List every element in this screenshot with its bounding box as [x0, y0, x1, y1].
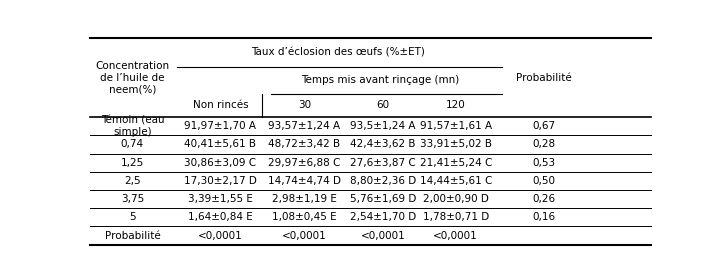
Text: 5: 5 [129, 212, 136, 222]
Text: <0,0001: <0,0001 [433, 231, 478, 241]
Text: 27,6±3,87 C: 27,6±3,87 C [350, 158, 416, 168]
Text: 0,28: 0,28 [533, 139, 556, 150]
Text: Probabilité: Probabilité [516, 73, 572, 83]
Text: 40,41±5,61 B: 40,41±5,61 B [184, 139, 257, 150]
Text: 48,72±3,42 B: 48,72±3,42 B [268, 139, 341, 150]
Text: 93,5±1,24 A: 93,5±1,24 A [350, 121, 416, 131]
Text: <0,0001: <0,0001 [361, 231, 405, 241]
Text: Concentration
de l’huile de
neem(%): Concentration de l’huile de neem(%) [95, 61, 169, 94]
Text: 1,08±0,45 E: 1,08±0,45 E [272, 212, 337, 222]
Text: 93,57±1,24 A: 93,57±1,24 A [268, 121, 341, 131]
Text: 29,97±6,88 C: 29,97±6,88 C [268, 158, 341, 168]
Text: 91,57±1,61 A: 91,57±1,61 A [419, 121, 492, 131]
Text: 3,39±1,55 E: 3,39±1,55 E [188, 194, 253, 204]
Text: <0,0001: <0,0001 [282, 231, 327, 241]
Text: 14,44±5,61 C: 14,44±5,61 C [419, 176, 492, 186]
Text: 0,16: 0,16 [533, 212, 556, 222]
Text: Témoin (eau
simple): Témoin (eau simple) [100, 116, 164, 137]
Text: 2,98±1,19 E: 2,98±1,19 E [272, 194, 337, 204]
Text: 1,64±0,84 E: 1,64±0,84 E [188, 212, 253, 222]
Text: Non rincés: Non rincés [192, 100, 248, 111]
Text: 30: 30 [298, 100, 311, 111]
Text: 120: 120 [446, 100, 466, 111]
Text: 0,53: 0,53 [533, 158, 556, 168]
Text: 21,41±5,24 C: 21,41±5,24 C [419, 158, 492, 168]
Text: 33,91±5,02 B: 33,91±5,02 B [420, 139, 492, 150]
Text: 42,4±3,62 B: 42,4±3,62 B [350, 139, 416, 150]
Text: 2,00±0,90 D: 2,00±0,90 D [423, 194, 489, 204]
Text: Probabilité: Probabilité [105, 231, 161, 241]
Text: 5,76±1,69 D: 5,76±1,69 D [350, 194, 416, 204]
Text: 2,54±1,70 D: 2,54±1,70 D [350, 212, 416, 222]
Text: 60: 60 [376, 100, 390, 111]
Text: 3,75: 3,75 [121, 194, 144, 204]
Text: 91,97±1,70 A: 91,97±1,70 A [184, 121, 257, 131]
Text: 17,30±2,17 D: 17,30±2,17 D [184, 176, 257, 186]
Text: 0,50: 0,50 [533, 176, 556, 186]
Text: 0,26: 0,26 [533, 194, 556, 204]
Text: 1,78±0,71 D: 1,78±0,71 D [422, 212, 489, 222]
Text: 8,80±2,36 D: 8,80±2,36 D [350, 176, 416, 186]
Text: <0,0001: <0,0001 [198, 231, 243, 241]
Text: 2,5: 2,5 [124, 176, 141, 186]
Text: 1,25: 1,25 [121, 158, 144, 168]
Text: 0,74: 0,74 [121, 139, 144, 150]
Text: 30,86±3,09 C: 30,86±3,09 C [184, 158, 257, 168]
Text: Taux d’éclosion des œufs (%±ET): Taux d’éclosion des œufs (%±ET) [251, 48, 425, 57]
Text: Temps mis avant rinçage (mn): Temps mis avant rinçage (mn) [301, 75, 459, 85]
Text: 14,74±4,74 D: 14,74±4,74 D [268, 176, 341, 186]
Text: 0,67: 0,67 [533, 121, 556, 131]
